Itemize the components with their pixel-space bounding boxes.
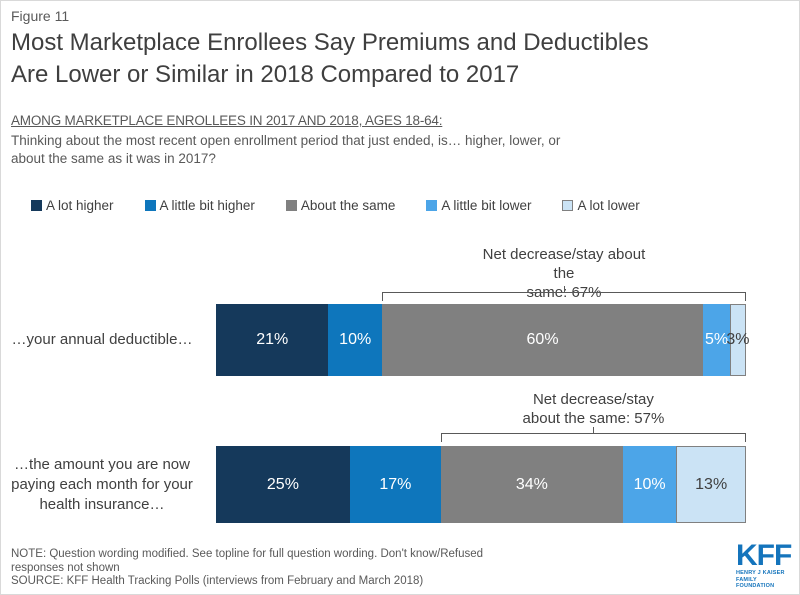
legend-label: A lot lower [577,198,640,213]
segment-value-label: 25% [266,475,299,493]
legend-label: A little bit lower [441,198,532,213]
segment-value-label: 21% [256,331,289,348]
page-title: Most Marketplace Enrollees Say Premiums … [11,29,649,88]
net-annotation: Net decrease/stay about the same: 57% [522,391,665,427]
source-text: SOURCE: KFF Health Tracking Polls (inter… [11,575,424,587]
chart-row-deductible: Net decrease/stay about the same: 67% …y… [1,244,799,376]
segment-value-label: 3% [726,331,750,348]
bar-segment-a-lot-higher: 21% [216,304,329,376]
legend-swatch [31,200,42,211]
bar-segment-a-little-bit-higher: 17% [349,446,441,523]
bracket-zone [216,427,747,445]
segment-value-label: 13% [695,475,728,493]
net-bracket [381,286,747,302]
legend-swatch [144,200,156,211]
subtitle-question: Thinking about the most recent open enro… [11,133,561,166]
legend-swatch [285,200,297,211]
segment-value-label: 10% [339,331,372,348]
stacked-bar-deductible: 21% 10% 60% 5% 3% [216,304,750,376]
legend-swatch [562,200,574,211]
legend-item: A lot higher [31,198,114,213]
legend-item: A lot lower [562,198,640,213]
segment-value-label: 5% [704,331,729,348]
bar-segment-a-little-bit-lower: 10% [622,446,677,523]
annotation-zone: Net decrease/stay about the same: 57% [216,387,746,523]
legend-item: About the same [285,198,396,213]
legend-item: A little bit lower [426,198,531,213]
net-bracket [440,427,747,443]
kff-logo-subline1: HENRY J KAISER [736,570,785,576]
bar-segment-a-little-bit-lower: 5% [703,304,730,376]
legend-swatch [426,200,438,211]
legend-label: A little bit higher [159,198,255,213]
note-text: NOTE: Question wording modified. See top… [11,548,484,574]
bracket-nub [563,286,565,293]
bracket-nub [593,427,595,434]
stacked-bar-premium: 25% 17% 34% 10% 13% [216,446,746,523]
figure-label: Figure 11 [11,8,70,24]
kff-logo-text: KFF [736,539,792,572]
bar-segment-about-the-same: 60% [381,304,704,376]
legend-item: A little bit higher [144,198,255,213]
legend: A lot higher A little bit higher About the… [31,198,640,213]
segment-value-label: 60% [526,331,559,348]
row-label-premium: …the amount you are now paying each mont… [11,455,193,513]
segment-value-label: 17% [379,475,412,493]
bar-segment-a-lot-lower: 3% [726,304,750,376]
kff-logo: KFF HENRY J KAISER FAMILY FOUNDATION [736,539,796,590]
bar-segment-a-lot-higher: 25% [216,446,350,523]
bracket-zone [216,286,747,304]
legend-label: A lot higher [46,198,114,213]
bar-segment-a-lot-lower: 13% [676,446,746,523]
segment-value-label: 34% [515,475,548,493]
kff-logo-subline2: FAMILY FOUNDATION [736,576,775,590]
row-label-deductible: …your annual deductible… [11,331,193,348]
chart-row-premium: Net decrease/stay about the same: 57% …t… [1,387,799,523]
segment-value-label: 10% [633,475,666,493]
bar-segment-a-little-bit-higher: 10% [328,304,382,376]
legend-label: About the same [300,198,396,213]
bar-segment-about-the-same: 34% [440,446,623,523]
subtitle-heading: AMONG MARKETPLACE ENROLLEES IN 2017 AND … [11,113,443,128]
